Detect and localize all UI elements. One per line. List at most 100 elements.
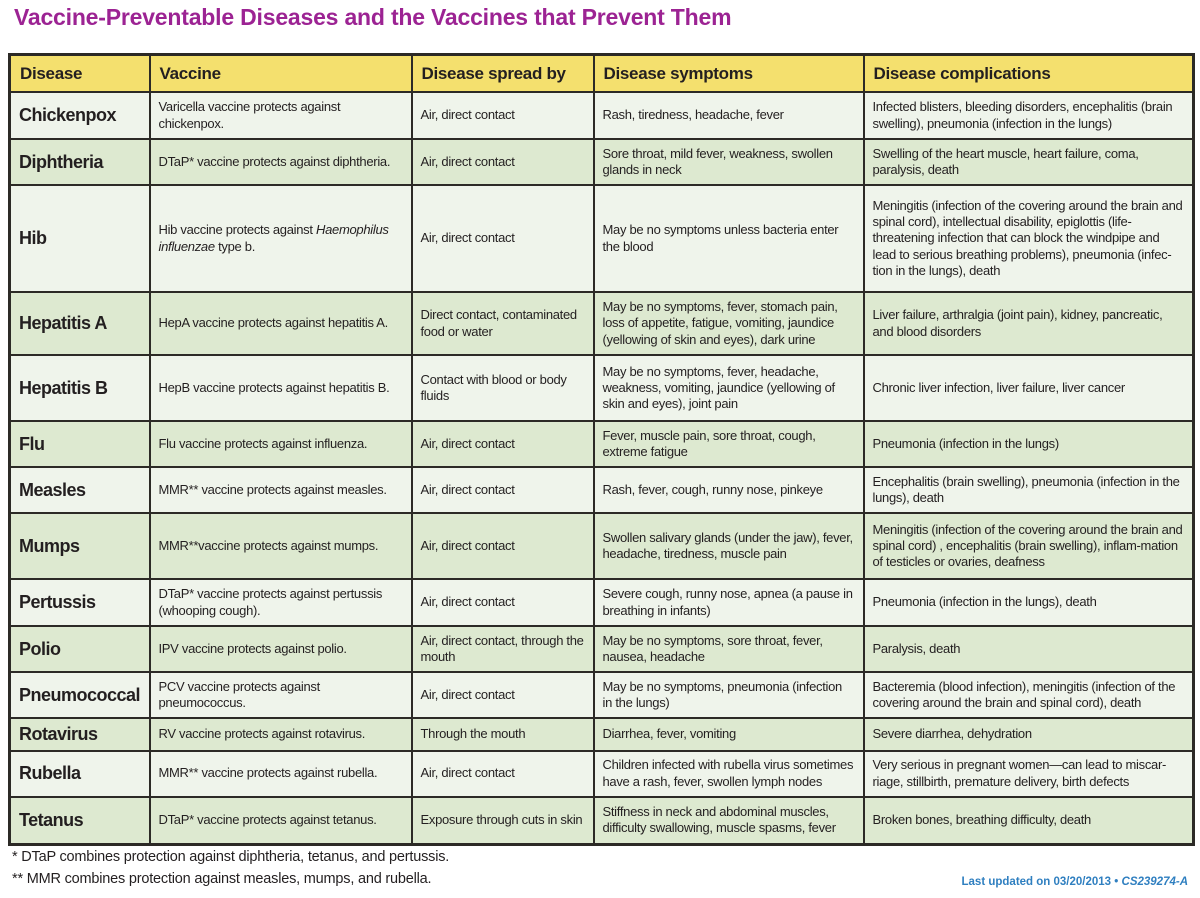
table-row-hepatitis-b: Hepatitis B HepB vaccine protects agains… bbox=[8, 354, 1195, 422]
document-id: CS239274-A bbox=[1121, 876, 1188, 888]
table-row-hib: Hib Hib vaccine protects against Haemoph… bbox=[8, 184, 1195, 293]
table-row-pertussis: Pertussis DTaP* vaccine protects against… bbox=[8, 578, 1195, 627]
vaccine-text-italic: Haemophilus influenzae bbox=[158, 222, 389, 254]
cell-disease: Diphtheria bbox=[8, 138, 151, 186]
cell-disease: Hepatitis B bbox=[8, 354, 151, 422]
cell-complications: Paralysis, death bbox=[862, 625, 1195, 673]
cell-complications: Encephalitis (brain swelling), pneumonia… bbox=[862, 466, 1195, 514]
cell-vaccine: IPV vaccine protects against polio. bbox=[148, 625, 413, 673]
cell-vaccine: HepB vaccine protects against hepatitis … bbox=[148, 354, 413, 422]
table-row-rotavirus: Rotavirus RV vaccine protects against ro… bbox=[8, 717, 1195, 752]
header-row: Disease Vaccine Disease spread by Diseas… bbox=[8, 53, 1195, 93]
cell-vaccine: Varicella vaccine protects against chick… bbox=[148, 91, 413, 140]
cell-disease: Pneumococcal bbox=[8, 671, 151, 719]
cell-vaccine: MMR** vaccine protects against rubella. bbox=[148, 749, 413, 798]
cell-symptoms: Sore throat, mild fever, weakness, swoll… bbox=[592, 138, 865, 186]
cell-disease: Pertussis bbox=[8, 578, 151, 627]
cell-disease: Measles bbox=[8, 466, 151, 514]
cell-disease: Flu bbox=[8, 420, 151, 468]
cell-spread: Air, direct contact bbox=[410, 578, 595, 627]
vaccine-disease-table: Disease Vaccine Disease spread by Diseas… bbox=[8, 53, 1195, 846]
cell-vaccine: DTaP* vaccine protects against tetanus. bbox=[148, 795, 413, 846]
cell-complications: Meningitis (infection of the covering ar… bbox=[862, 184, 1195, 293]
cell-disease: Mumps bbox=[8, 512, 151, 580]
cell-disease: Chickenpox bbox=[8, 91, 151, 140]
cell-vaccine: Flu vaccine protects against influenza. bbox=[148, 420, 413, 468]
cell-disease: Polio bbox=[8, 625, 151, 673]
cell-vaccine: DTaP* vaccine protects against diphtheri… bbox=[148, 138, 413, 186]
cell-symptoms: Rash, tiredness, headache, fever bbox=[592, 91, 865, 140]
column-header-symptoms: Disease symptoms bbox=[592, 53, 865, 93]
table-row-pneumococcal: Pneumococcal PCV vaccine protects agains… bbox=[8, 671, 1195, 719]
column-header-disease: Disease bbox=[8, 53, 151, 93]
cell-complications: Infected blisters, bleeding disorders, e… bbox=[862, 91, 1195, 140]
vaccine-text: type b. bbox=[214, 238, 256, 254]
table-row-hepatitis-a: Hepatitis A HepA vaccine protects agains… bbox=[8, 291, 1195, 356]
cell-spread: Air, direct contact bbox=[410, 138, 595, 186]
table-row-mumps: Mumps MMR**vaccine protects against mump… bbox=[8, 512, 1195, 580]
cell-complications: Liver failure, arthralgia (joint pain), … bbox=[862, 291, 1195, 356]
cell-vaccine: PCV vaccine protects against pneumococcu… bbox=[148, 671, 413, 719]
vaccine-text: Hib vaccine protects against bbox=[158, 222, 316, 238]
cell-spread: Air, direct contact bbox=[410, 512, 595, 580]
cell-complications: Bacteremia (blood infection), meningitis… bbox=[862, 671, 1195, 719]
cell-symptoms: Children infected with rubella virus som… bbox=[592, 749, 865, 798]
cell-symptoms: Rash, fever, cough, runny nose, pinkeye bbox=[592, 466, 865, 514]
table-row-tetanus: Tetanus DTaP* vaccine protects against t… bbox=[8, 795, 1195, 846]
last-updated-text: Last updated on 03/20/2013 bbox=[961, 876, 1112, 888]
cell-symptoms: Stiffness in neck and abdominal muscles,… bbox=[592, 795, 865, 846]
cell-spread: Air, direct contact bbox=[410, 749, 595, 798]
table-row-polio: Polio IPV vaccine protects against polio… bbox=[8, 625, 1195, 673]
cell-symptoms: May be no symptoms, sore throat, fever, … bbox=[592, 625, 865, 673]
cell-disease: Hib bbox=[8, 184, 151, 293]
footnote-dtap: * DTaP combines protection against dipht… bbox=[12, 849, 450, 865]
footnote-mmr: ** MMR combines protection against measl… bbox=[12, 871, 432, 888]
cell-spread: Contact with blood or body fluids bbox=[410, 354, 595, 422]
footer-separator: • bbox=[1114, 876, 1119, 888]
table-row-flu: Flu Flu vaccine protects against influen… bbox=[8, 420, 1195, 468]
table-row-rubella: Rubella MMR** vaccine protects against r… bbox=[8, 749, 1195, 798]
cell-complications: Pneumonia (infection in the lungs), deat… bbox=[862, 578, 1195, 627]
cell-spread: Air, direct contact bbox=[410, 671, 595, 719]
table-row-diphtheria: Diphtheria DTaP* vaccine protects agains… bbox=[8, 138, 1195, 186]
cell-vaccine: DTaP* vaccine protects against pertussis… bbox=[148, 578, 413, 627]
cell-spread: Air, direct contact bbox=[410, 420, 595, 468]
cell-spread: Air, direct contact bbox=[410, 184, 595, 293]
cell-complications: Pneumonia (infection in the lungs) bbox=[862, 420, 1195, 468]
cell-spread: Through the mouth bbox=[410, 717, 595, 752]
cell-disease: Hepatitis A bbox=[8, 291, 151, 356]
cell-vaccine: MMR**vaccine protects against mumps. bbox=[148, 512, 413, 580]
column-header-complications: Disease complications bbox=[862, 53, 1195, 93]
cell-disease: Rotavirus bbox=[8, 717, 151, 752]
cell-complications: Broken bones, breathing difficulty, deat… bbox=[862, 795, 1195, 846]
cell-spread: Air, direct contact bbox=[410, 466, 595, 514]
cell-vaccine: RV vaccine protects against rotavirus. bbox=[148, 717, 413, 752]
cell-complications: Chronic liver infection, liver failure, … bbox=[862, 354, 1195, 422]
cell-spread: Exposure through cuts in skin bbox=[410, 795, 595, 846]
cell-symptoms: May be no symptoms, fever, headache, wea… bbox=[592, 354, 865, 422]
page-title: Vaccine-Preventable Diseases and the Vac… bbox=[14, 4, 732, 30]
cell-symptoms: Swollen salivary glands (under the jaw),… bbox=[592, 512, 865, 580]
cell-complications: Very serious in pregnant women—can lead … bbox=[862, 749, 1195, 798]
cell-vaccine: Hib vaccine protects against Haemophilus… bbox=[148, 184, 413, 293]
cell-disease: Rubella bbox=[8, 749, 151, 798]
cell-symptoms: May be no symptoms, fever, stomach pain,… bbox=[592, 291, 865, 356]
table-row-chickenpox: Chickenpox Varicella vaccine protects ag… bbox=[8, 91, 1195, 140]
cell-vaccine: MMR** vaccine protects against measles. bbox=[148, 466, 413, 514]
cell-symptoms: Fever, muscle pain, sore throat, cough, … bbox=[592, 420, 865, 468]
cell-complications: Severe diarrhea, dehydration bbox=[862, 717, 1195, 752]
cell-spread: Air, direct contact bbox=[410, 91, 595, 140]
cell-complications: Swelling of the heart muscle, heart fail… bbox=[862, 138, 1195, 186]
cell-symptoms: Diarrhea, fever, vomiting bbox=[592, 717, 865, 752]
footnotes: * DTaP combines protection against dipht… bbox=[12, 846, 449, 891]
cell-symptoms: May be no symptoms, pneumonia (infection… bbox=[592, 671, 865, 719]
document-footer: Last updated on 03/20/2013 • CS239274-A bbox=[962, 876, 1188, 888]
column-header-spread: Disease spread by bbox=[410, 53, 595, 93]
cell-vaccine: HepA vaccine protects against hepatitis … bbox=[148, 291, 413, 356]
cell-symptoms: May be no symptoms unless bacteria enter… bbox=[592, 184, 865, 293]
column-header-vaccine: Vaccine bbox=[148, 53, 413, 93]
cell-complications: Meningitis (infection of the covering ar… bbox=[862, 512, 1195, 580]
cell-spread: Air, direct contact, through the mouth bbox=[410, 625, 595, 673]
cell-spread: Direct contact, contaminated food or wat… bbox=[410, 291, 595, 356]
